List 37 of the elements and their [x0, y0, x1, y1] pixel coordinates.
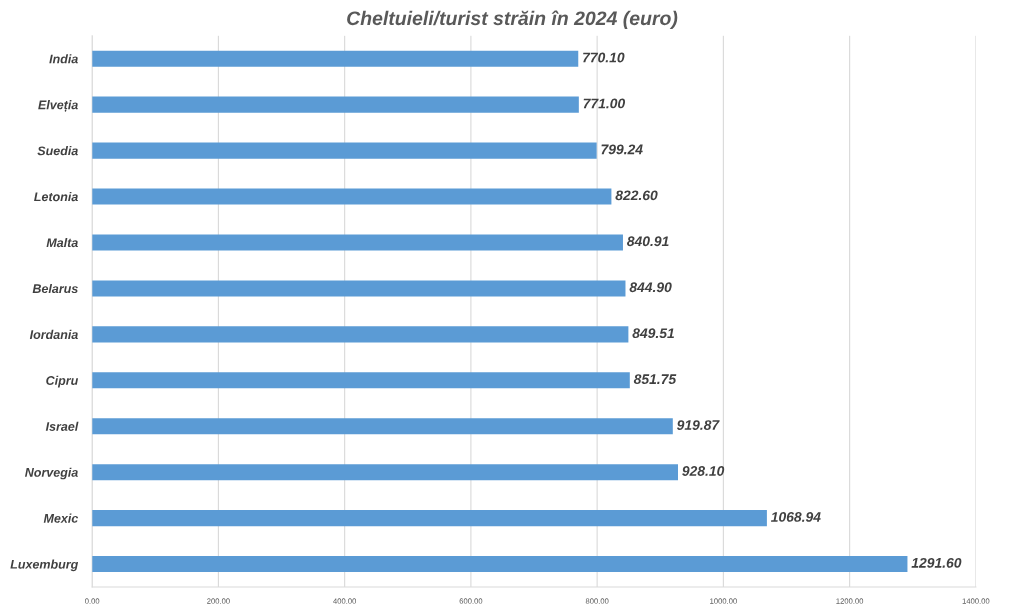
- y-tick-label: Belarus: [32, 283, 78, 294]
- bar: [92, 510, 767, 527]
- data-label: 840.91: [627, 236, 669, 247]
- bar: [92, 556, 908, 573]
- chart-title: Cheltuieli/turist străin în 2024 (euro): [347, 10, 678, 29]
- data-label: 770.10: [583, 52, 625, 63]
- y-tick-label: Luxemburg: [10, 559, 79, 572]
- y-tick-label: Norvegia: [25, 467, 78, 480]
- y-tick-label: Israel: [45, 421, 79, 431]
- data-label: 919.87: [676, 420, 720, 430]
- bar: [92, 464, 678, 481]
- bar: [92, 50, 579, 67]
- data-label: 851.75: [633, 374, 677, 385]
- bar: [92, 418, 673, 435]
- y-tick-label: India: [49, 54, 78, 64]
- data-label: 849.51: [632, 328, 674, 339]
- y-tick-label: Letonia: [34, 192, 78, 202]
- bar: [92, 280, 626, 297]
- y-tick-label: Iordania: [29, 329, 78, 340]
- data-label: 844.90: [629, 282, 672, 293]
- data-label: 928.10: [682, 466, 725, 476]
- bar: [92, 326, 629, 343]
- y-tick-label: Malta: [46, 237, 78, 248]
- bar: [92, 188, 612, 205]
- bar: [92, 372, 630, 389]
- data-label: 771.00: [583, 98, 626, 109]
- data-label: 799.24: [601, 144, 643, 155]
- y-tick-label: Suedia: [37, 146, 78, 156]
- data-label: 1068.94: [770, 512, 821, 522]
- data-label: 822.60: [615, 190, 658, 201]
- y-tick-label: Mexic: [43, 513, 79, 523]
- y-tick-label: Elveția: [38, 100, 78, 112]
- y-tick-label: Cipru: [46, 375, 79, 388]
- data-label: 1291.60: [911, 557, 962, 568]
- bar: [92, 234, 623, 251]
- bar: [92, 142, 597, 159]
- bar: [92, 96, 579, 113]
